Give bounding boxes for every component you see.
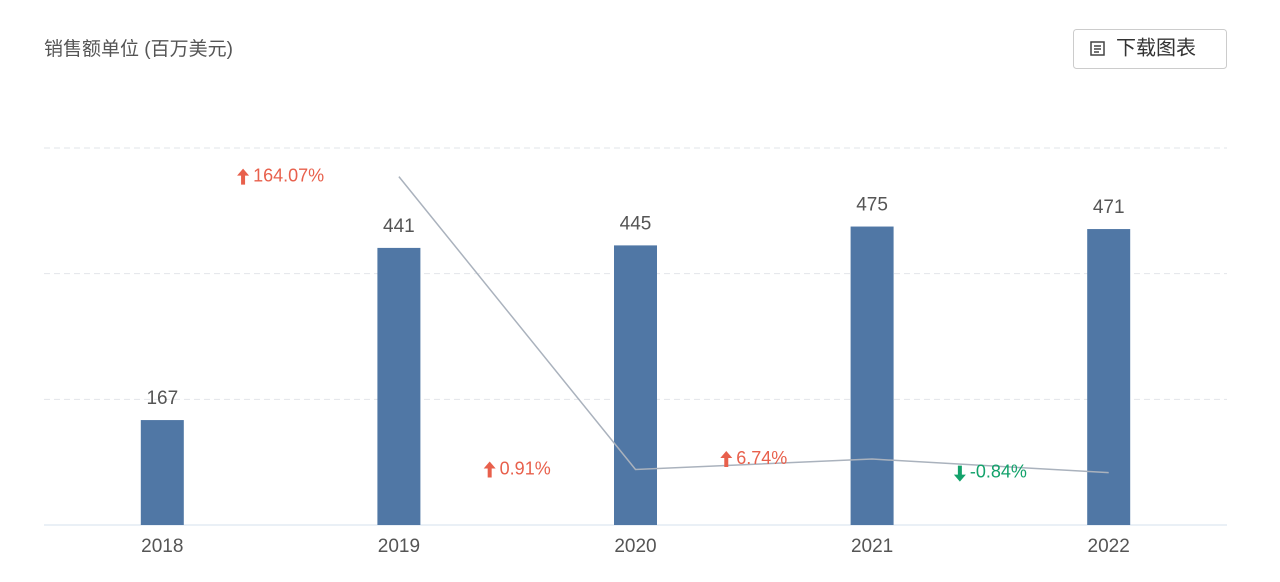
bar xyxy=(1087,229,1131,525)
x-tick-label: 2021 xyxy=(851,536,893,557)
button-frame[interactable] xyxy=(1073,29,1227,69)
button-label[interactable]: 下载图表 xyxy=(1116,36,1196,59)
bar-value-label: 475 xyxy=(856,195,888,216)
x-tick-label: 2020 xyxy=(614,536,656,557)
growth-arrow xyxy=(237,168,250,185)
growth-label: -0.84% xyxy=(970,461,1027,481)
x-tick-label: 2018 xyxy=(141,536,183,557)
growth-line xyxy=(398,176,1109,474)
download-icon xyxy=(1090,41,1105,56)
x-tick-label: 2019 xyxy=(378,536,420,557)
bar-value-label: 471 xyxy=(1093,197,1125,218)
bar xyxy=(614,245,657,525)
x-tick-label: 2022 xyxy=(1088,536,1130,557)
bar-value-label: 445 xyxy=(620,213,652,234)
bar xyxy=(377,247,421,525)
bar xyxy=(140,420,184,525)
growth-label: 164.07% xyxy=(253,165,324,185)
download-button[interactable]: 下载图表 xyxy=(1073,29,1227,69)
bar-value-label: 167 xyxy=(146,388,178,409)
bar-value-label: 441 xyxy=(383,216,415,237)
growth-arrow xyxy=(720,451,733,468)
growth-arrow xyxy=(953,465,966,482)
growth-label: 0.91% xyxy=(500,458,551,478)
bar xyxy=(850,226,894,525)
growth-label: 6.74% xyxy=(736,448,787,468)
growth-arrow xyxy=(483,461,496,478)
chart-title: 销售额单位 (百万美元) xyxy=(44,38,233,60)
